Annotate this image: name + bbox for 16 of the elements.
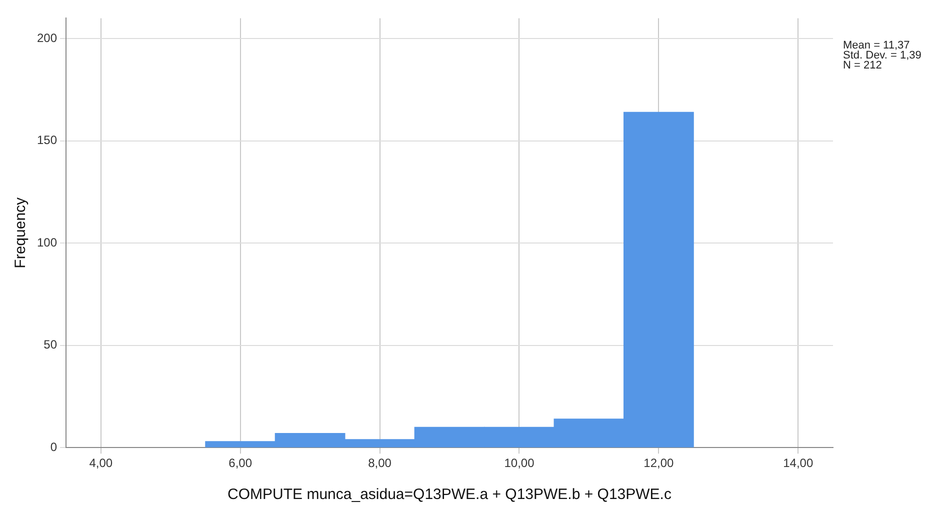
text: Mean = 11,37 — [843, 40, 910, 52]
y-tick-label: 0 — [50, 440, 58, 454]
x-tick-label: 12,00 — [644, 456, 674, 470]
x-axis-title: COMPUTE munca_asidua=Q13PWE.a + Q13PWE.b + Q13PWE.c — [228, 486, 672, 504]
y-axis-title: Frequency — [12, 196, 30, 268]
text: Std. Dev. = 1,39 — [843, 50, 922, 62]
text: N = 212 — [843, 60, 882, 72]
x-tick-label: 4,00 — [89, 456, 113, 470]
y-tick-label: 150 — [36, 133, 58, 148]
y-tick-label: 50 — [44, 338, 58, 352]
y-tick-label: 200 — [36, 30, 58, 45]
y-tick-label: 100 — [36, 235, 58, 250]
x-tick-label: 10,00 — [504, 456, 535, 470]
x-tick-label: 8,00 — [368, 456, 392, 470]
x-tick-label: 6,00 — [228, 456, 252, 470]
x-tick-label: 14,00 — [783, 456, 814, 470]
